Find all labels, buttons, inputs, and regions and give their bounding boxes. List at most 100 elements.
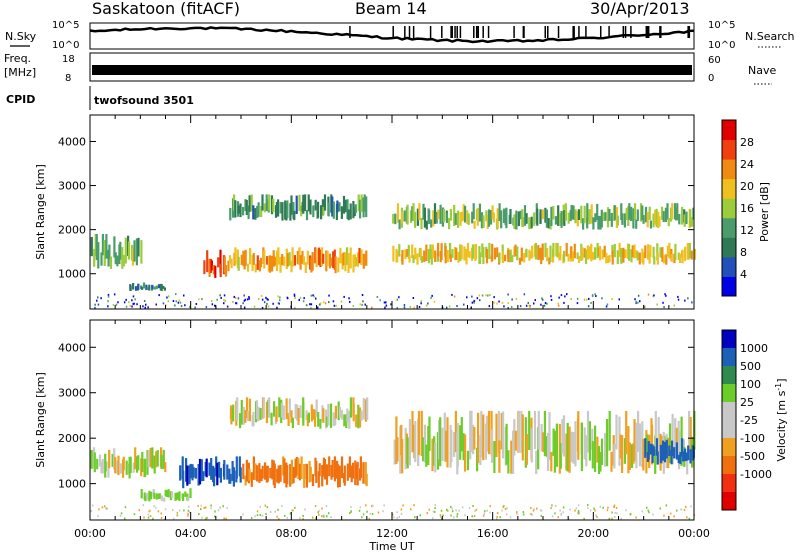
data-cell bbox=[641, 205, 644, 221]
data-cell bbox=[156, 450, 159, 467]
ground-scatter-cell bbox=[611, 298, 613, 300]
ground-scatter-cell bbox=[504, 508, 507, 510]
ground-scatter-cell bbox=[124, 517, 126, 520]
data-cell bbox=[408, 255, 411, 263]
ground-scatter-cell bbox=[683, 508, 686, 511]
ground-scatter-cell bbox=[265, 513, 267, 515]
data-cell bbox=[550, 206, 553, 226]
data-cell bbox=[677, 454, 680, 464]
data-cell bbox=[450, 430, 453, 462]
ground-scatter-cell bbox=[257, 298, 260, 301]
data-cell bbox=[359, 456, 362, 478]
data-cell bbox=[628, 244, 631, 261]
ground-scatter-cell bbox=[587, 507, 589, 510]
data-cell bbox=[559, 443, 562, 469]
ground-scatter-cell bbox=[277, 302, 279, 304]
data-cell bbox=[666, 203, 669, 220]
ground-scatter-cell bbox=[383, 504, 385, 507]
data-cell bbox=[398, 244, 401, 257]
data-cell bbox=[294, 404, 297, 419]
data-cell bbox=[290, 459, 293, 485]
ground-scatter-cell bbox=[515, 297, 518, 300]
data-cell bbox=[633, 244, 636, 259]
data-cell bbox=[553, 430, 556, 473]
data-cell bbox=[423, 424, 426, 463]
ground-scatter-cell bbox=[176, 511, 179, 514]
data-cell bbox=[174, 492, 177, 501]
data-cell bbox=[286, 465, 289, 484]
ground-scatter-cell bbox=[205, 306, 208, 309]
data-cell bbox=[280, 402, 284, 418]
data-cell bbox=[107, 461, 110, 478]
data-cell bbox=[317, 412, 320, 427]
data-cell bbox=[293, 255, 296, 266]
data-cell bbox=[343, 465, 346, 486]
data-cell bbox=[550, 451, 553, 472]
data-cell bbox=[236, 397, 239, 421]
data-cell bbox=[451, 249, 454, 258]
ground-scatter-cell bbox=[129, 304, 131, 307]
ground-scatter-cell bbox=[377, 511, 380, 514]
data-cell bbox=[507, 249, 510, 263]
data-cell bbox=[577, 209, 580, 220]
data-cell bbox=[330, 257, 333, 267]
ground-scatter-cell bbox=[243, 299, 246, 302]
data-cell bbox=[328, 456, 331, 477]
ground-scatter-cell bbox=[359, 506, 362, 509]
data-cell bbox=[323, 459, 327, 480]
data-cell bbox=[158, 493, 161, 499]
data-cell bbox=[198, 458, 202, 485]
ground-scatter-cell bbox=[310, 303, 313, 306]
data-cell bbox=[567, 253, 570, 262]
noise-right-label: N.Search bbox=[745, 30, 795, 43]
data-cell bbox=[171, 491, 174, 498]
data-cell bbox=[97, 242, 100, 269]
data-cell bbox=[620, 203, 623, 220]
data-cell bbox=[191, 464, 194, 481]
ground-scatter-cell bbox=[232, 301, 234, 303]
data-cell bbox=[396, 250, 399, 263]
ground-scatter-cell bbox=[361, 303, 363, 306]
data-cell bbox=[334, 415, 337, 426]
data-cell bbox=[298, 194, 301, 212]
ground-scatter-cell bbox=[578, 504, 580, 507]
data-cell bbox=[514, 244, 517, 257]
data-cell bbox=[406, 204, 409, 225]
data-cell bbox=[252, 411, 255, 427]
data-cell bbox=[604, 440, 607, 460]
ground-scatter-cell bbox=[530, 513, 532, 515]
data-cell bbox=[621, 213, 624, 225]
data-cell bbox=[429, 244, 432, 260]
power-colorbar-swatch bbox=[722, 198, 736, 219]
data-cell bbox=[646, 212, 649, 228]
velocity-colorbar-swatch bbox=[722, 492, 736, 511]
y-tick-label: 1000 bbox=[58, 268, 86, 281]
ground-scatter-cell bbox=[620, 517, 622, 520]
ground-scatter-cell bbox=[510, 306, 513, 308]
ground-scatter-cell bbox=[291, 509, 293, 512]
ground-scatter-cell bbox=[690, 505, 692, 508]
ground-scatter-cell bbox=[315, 517, 317, 520]
data-cell bbox=[231, 461, 234, 481]
data-cell bbox=[434, 250, 437, 262]
data-cell bbox=[339, 247, 342, 264]
ground-scatter-cell bbox=[396, 511, 398, 514]
data-cell bbox=[473, 427, 476, 450]
ground-scatter-cell bbox=[330, 516, 332, 519]
ground-scatter-cell bbox=[157, 510, 160, 513]
data-cell bbox=[465, 248, 468, 265]
ground-scatter-cell bbox=[183, 509, 185, 512]
data-cell bbox=[566, 423, 569, 472]
ground-scatter-cell bbox=[266, 298, 268, 301]
data-cell bbox=[129, 456, 132, 474]
data-cell bbox=[528, 249, 531, 261]
power-colorbar-tick: 24 bbox=[740, 158, 754, 171]
ground-scatter-cell bbox=[321, 507, 323, 510]
ground-scatter-cell bbox=[440, 509, 443, 512]
data-cell bbox=[659, 247, 662, 258]
velocity-colorbar-swatch bbox=[722, 438, 736, 457]
ground-scatter-cell bbox=[223, 517, 225, 520]
data-cell bbox=[420, 217, 423, 230]
data-cell bbox=[588, 209, 591, 225]
data-cell bbox=[189, 488, 192, 498]
